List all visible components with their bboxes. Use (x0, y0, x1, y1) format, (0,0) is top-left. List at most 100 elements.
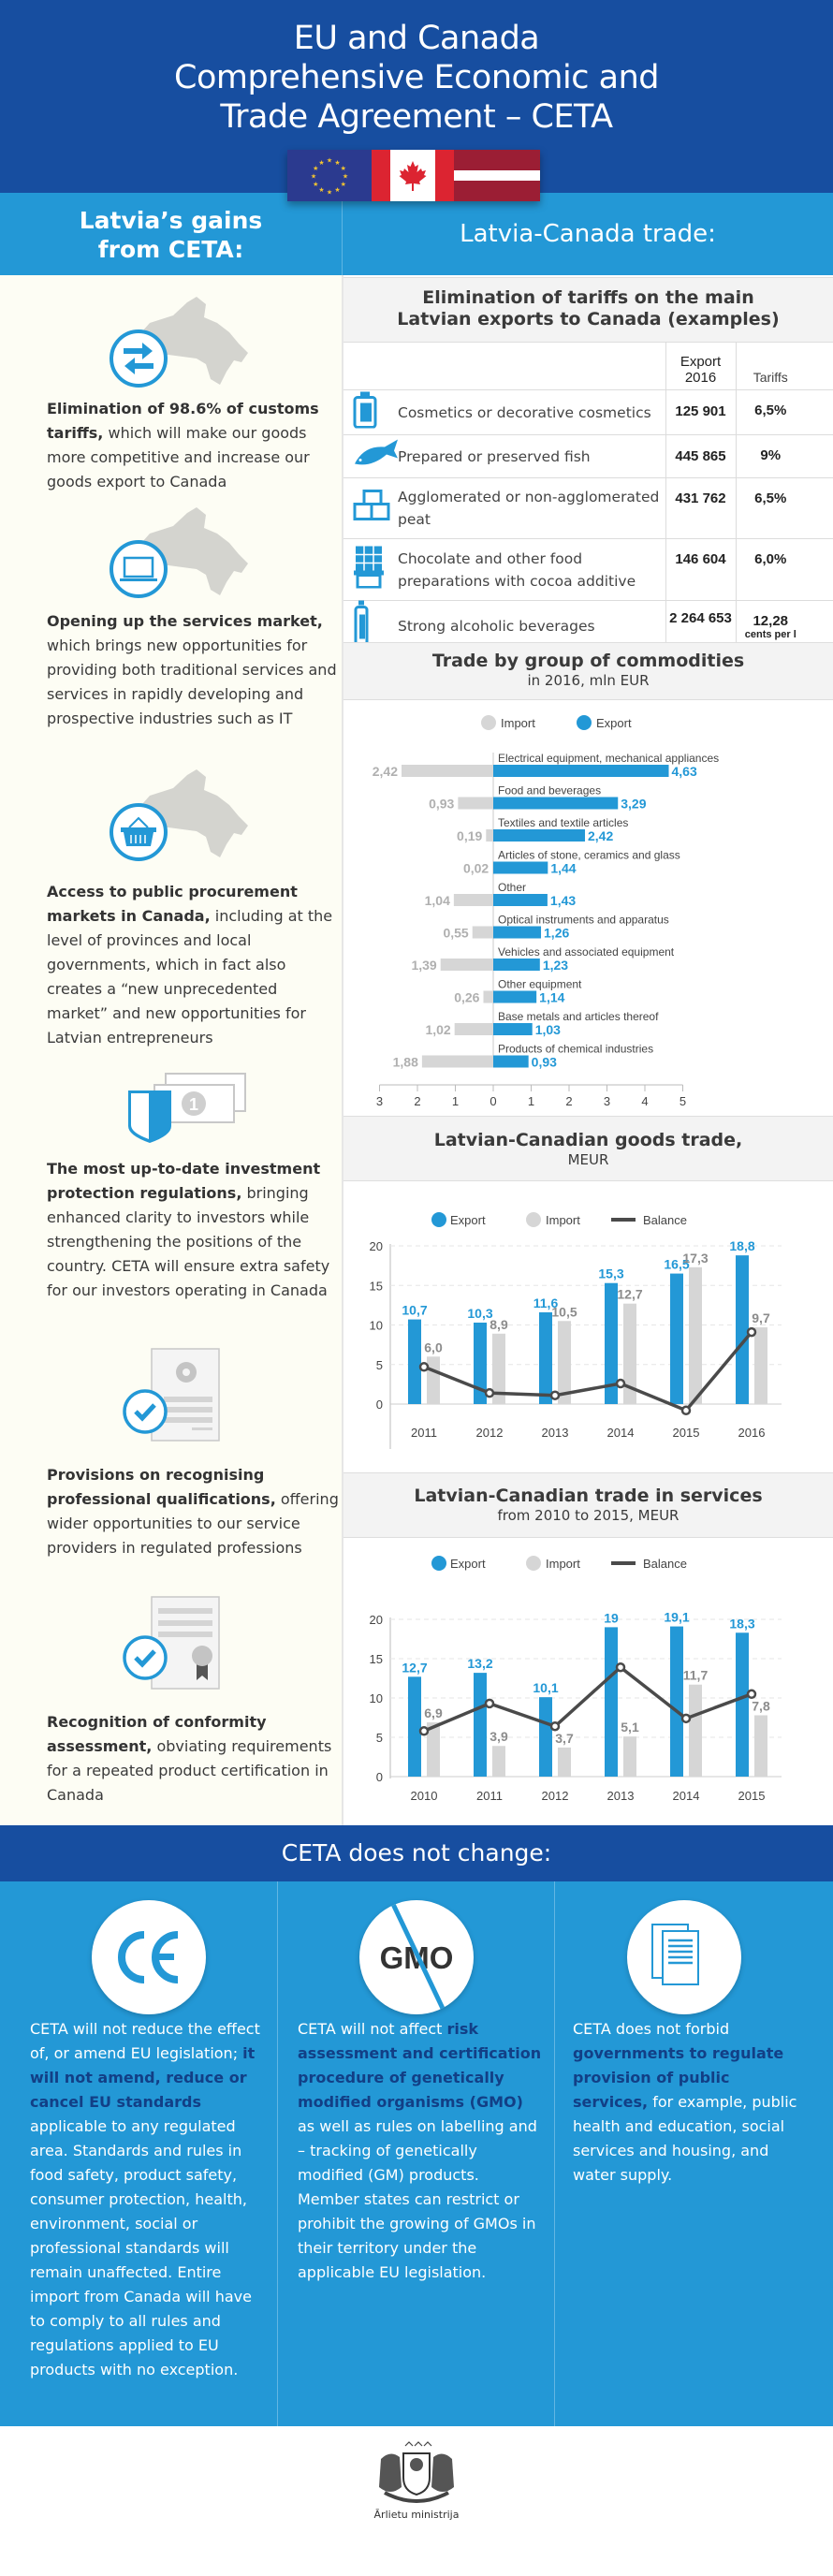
y-tick-label: 0 (376, 1398, 383, 1412)
balance-point (484, 1698, 495, 1709)
panel-title-line: Elimination of tariffs on the main (422, 287, 754, 308)
import-bar (492, 861, 493, 874)
import-value-label: 1,04 (425, 893, 450, 908)
product-name: Chocolate and other food preparations wi… (398, 549, 636, 590)
export-value: 125 901 (665, 389, 737, 435)
legend-export-swatch (431, 1212, 446, 1227)
import-value-label: 0,19 (457, 828, 482, 843)
import-value-label: 6,9 (424, 1705, 443, 1720)
x-tick-label: 2016 (738, 1426, 766, 1440)
table-row: Agglomerated or non-agglomerated peat 431… (343, 477, 833, 539)
balance-point (418, 1726, 430, 1736)
gain-item: Access to public procurement markets in … (47, 880, 342, 1050)
fish-icon (353, 437, 400, 476)
eu-star-icon: ★ (334, 159, 340, 167)
tariffs-table: Export 2016 Tariffs Cosmetics or decorati… (343, 342, 833, 651)
gain-text: including at the level of provinces and … (47, 907, 333, 1046)
x-tick-label: 2011 (411, 1426, 437, 1440)
import-bar (558, 1747, 571, 1777)
export-value-label: 1,44 (550, 861, 576, 876)
balance-point (484, 1387, 495, 1398)
import-bar (483, 990, 493, 1003)
gain-text: which brings new opportunities for provi… (47, 637, 337, 727)
panel-subtitle: from 2010 to 2015, MEUR (497, 1507, 680, 1524)
highlight-text: governments to regulate provision of pub… (573, 2044, 784, 2111)
import-value-label: 12,7 (617, 1287, 642, 1302)
export-bar (474, 1322, 487, 1404)
gain-text: bringing enhanced clarity to investors w… (47, 1184, 330, 1299)
product-name-cell: Chocolate and other food preparations wi… (343, 538, 665, 601)
import-value-label: 0,55 (443, 926, 468, 941)
category-label: Other (498, 881, 526, 894)
highlight-text: it will not amend, reduce or cancel EU s… (30, 2044, 256, 2111)
tariff-value: 6,0% (736, 538, 833, 601)
import-value-label: 5,1 (621, 1720, 639, 1734)
gain-bold: Provisions on recognising professional q… (47, 1466, 276, 1508)
title-line: Trade Agreement – CETA (220, 98, 613, 136)
eu-star-icon: ★ (318, 186, 324, 194)
import-bar (486, 829, 493, 842)
body-text: CETA does not forbid (573, 2020, 730, 2038)
export-bar (736, 1632, 749, 1777)
import-bar (492, 1746, 505, 1777)
x-tick-label: 2012 (476, 1426, 504, 1440)
balance-line (423, 1664, 753, 1733)
export-value: 146 604 (665, 538, 737, 601)
gains-heading-line: Latvia’s gains (79, 207, 263, 234)
product-name-cell: Cosmetics or decorative cosmetics (343, 389, 665, 435)
category-label: Articles of stone, ceramics and glass (498, 849, 680, 862)
panel-title-line: Latvian-Canadian trade in services (414, 1486, 763, 1506)
y-tick-label: 10 (370, 1691, 383, 1705)
balance-point (549, 1720, 561, 1732)
export-bar (493, 765, 669, 777)
header-export-line: Export (680, 354, 722, 370)
y-tick-label: 10 (370, 1319, 383, 1333)
gains-heading-line: from CETA: (97, 236, 244, 263)
balance-point (615, 1661, 626, 1673)
divider (277, 1881, 278, 2426)
legend-import-label: Import (501, 716, 535, 730)
goods-chart: Export Import Balance 0 5 10 15 20 10,7 6,0 2011 10… (370, 1212, 782, 1449)
cosmetics-bottle-icon (353, 390, 377, 434)
export-bar (408, 1319, 421, 1404)
legend-balance-label: Balance (643, 1557, 687, 1571)
ministry-label: Ārlietu ministrija (373, 2509, 460, 2521)
import-bar (458, 797, 493, 810)
import-bar (401, 765, 493, 777)
flags: ★ ★ ★ ★ ★ ★ ★ ★ ★ ★ ★ ★ (287, 150, 540, 201)
gain-bold: Opening up the services market, (47, 612, 323, 630)
header-empty (343, 342, 665, 390)
category-label: Base metals and articles thereof (498, 1010, 659, 1023)
export-bar (493, 990, 537, 1003)
body-text: CETA will not reduce the effect of, or a… (30, 2020, 260, 2062)
balance-point (680, 1713, 692, 1724)
services-chart: Export Import Balance 0 5 10 15 20 12,7 6,9 2010 13… (370, 1556, 782, 1803)
import-value-label: 3,7 (555, 1731, 574, 1746)
x-tick-label: 5 (680, 1094, 686, 1108)
export-bar (493, 861, 548, 874)
balance-point (680, 1405, 692, 1416)
canada-map-icon (135, 769, 248, 857)
export-bar (493, 959, 540, 971)
x-tick-label: 3 (604, 1094, 610, 1108)
export-value-label: 10,1 (533, 1680, 558, 1695)
legend-balance-label: Balance (643, 1213, 687, 1227)
canada-flag-icon (372, 150, 454, 201)
trade-heading: Latvia-Canada trade: (343, 193, 833, 275)
gain-bold: Recognition of conformity assessment, (47, 1713, 267, 1755)
export-bar (493, 1023, 533, 1035)
peat-blocks-icon (353, 490, 392, 528)
export-bar (605, 1627, 618, 1777)
import-value-label: 2,42 (373, 764, 398, 779)
x-tick-label: 2010 (411, 1789, 438, 1803)
import-bar (689, 1684, 702, 1777)
y-tick-label: 0 (376, 1770, 383, 1784)
import-value-label: 17,3 (682, 1251, 708, 1266)
export-value-label: 13,2 (467, 1656, 492, 1671)
import-value-label: 1,02 (425, 1022, 450, 1037)
coat-of-arms-icon (379, 2441, 454, 2503)
x-tick-label: 2014 (607, 1426, 635, 1440)
export-bar (493, 926, 542, 939)
panel-subtitle: in 2016, mln EUR (527, 672, 650, 689)
export-value-label: 16,5 (664, 1257, 689, 1272)
